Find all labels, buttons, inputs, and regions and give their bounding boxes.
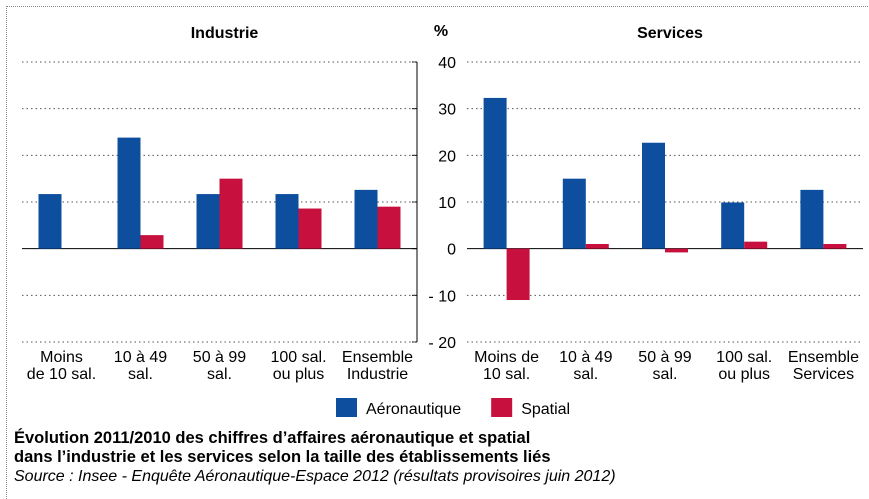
y-tick-label: 0 — [447, 242, 456, 259]
y-tick-label: 40 — [438, 55, 456, 72]
bar — [298, 208, 322, 249]
bar — [140, 235, 164, 249]
bar — [483, 97, 507, 249]
chart: % - 20 - 10 0 10 20 30 40 Industrie Moins de 10 s… — [22, 23, 863, 418]
bar — [38, 194, 62, 249]
bar — [665, 248, 688, 253]
x-tick-label: Ensemble Services — [788, 349, 859, 383]
y-tick-label: 10 — [438, 195, 456, 212]
x-tick-label: Moins de 10 sal. — [27, 349, 96, 383]
legend-swatch — [491, 398, 513, 417]
bar — [721, 202, 745, 249]
x-tick-label: 10 à 49 sal. — [559, 349, 612, 383]
bar — [585, 244, 609, 249]
bar — [354, 189, 378, 249]
x-tick-label: 100 sal. ou plus — [716, 349, 772, 383]
bar — [219, 178, 243, 249]
bar — [642, 142, 665, 249]
caption-source: Source : Insee - Enquête Aéronautique-Es… — [14, 468, 616, 485]
y-tick-label: - 20 — [428, 335, 456, 352]
legend-swatch — [336, 398, 357, 417]
legend-label: Aéronautique — [366, 401, 461, 418]
caption-title: Évolution 2011/2010 des chiffres d’affai… — [14, 429, 551, 466]
x-tick-label: 50 à 99 sal. — [193, 349, 246, 383]
bar — [506, 248, 530, 300]
y-tick-label: - 10 — [428, 288, 456, 305]
x-tick-label: Moins de 10 sal. — [474, 349, 539, 383]
x-tick-label: Ensemble Industrie — [342, 349, 413, 383]
x-tick-label: 100 sal. ou plus — [270, 349, 326, 383]
bar — [562, 178, 586, 249]
y-tick-label: 20 — [438, 148, 456, 165]
x-tick-label: 10 à 49 sal. — [114, 349, 167, 383]
bar — [196, 194, 220, 249]
y-tick-label: 30 — [438, 102, 456, 119]
x-tick-label: 50 à 99 sal. — [638, 349, 691, 383]
bar — [117, 137, 141, 249]
panel-title: Services — [637, 25, 703, 42]
legend-label: Spatial — [521, 401, 570, 418]
bar — [800, 189, 824, 249]
panel-title: Industrie — [191, 25, 259, 42]
bar — [275, 194, 299, 249]
bar — [377, 206, 401, 249]
bar — [744, 241, 768, 249]
frame — [6, 6, 869, 499]
bar — [823, 244, 847, 249]
y-axis-label: % — [434, 23, 448, 40]
